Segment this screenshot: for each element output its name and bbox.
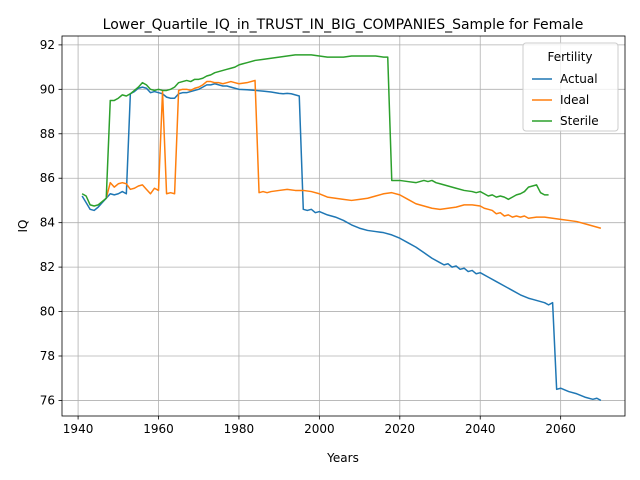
- x-axis-title: Years: [326, 451, 359, 465]
- series-line-actual: [81, 83, 602, 402]
- y-tick-label: 84: [40, 216, 55, 230]
- y-tick-label: 92: [40, 38, 55, 52]
- y-tick-label: 88: [40, 127, 55, 141]
- y-tick-label: 76: [40, 393, 55, 407]
- gridlines: [62, 36, 625, 416]
- x-tick-label: 2060: [545, 422, 576, 436]
- chart-title: Lower_Quartile_IQ_in_TRUST_IN_BIG_COMPAN…: [103, 17, 584, 33]
- legend-label-sterile: Sterile: [560, 114, 599, 128]
- legend-entries: Actual Ideal Sterile: [532, 72, 599, 128]
- y-tick-label: 82: [40, 260, 55, 274]
- legend: Fertility Actual Ideal Sterile: [522, 42, 619, 132]
- legend-title: Fertility: [547, 50, 592, 64]
- legend-label-actual: Actual: [560, 72, 598, 86]
- x-tick-label: 2040: [465, 422, 496, 436]
- x-tick-label: 1980: [224, 422, 255, 436]
- axis-ticks: 1940 1960 1980 2000 2020 2040 2060 76 78 80 82 84 86…: [40, 38, 576, 436]
- y-tick-label: 78: [40, 349, 55, 363]
- y-tick-label: 86: [40, 171, 55, 185]
- legend-box: [522, 42, 619, 132]
- x-tick-label: 1960: [143, 422, 174, 436]
- y-axis-title: IQ: [16, 220, 30, 233]
- series-line-sterile: [81, 54, 549, 207]
- y-tick-label: 90: [40, 82, 55, 96]
- plot-area-frame: [61, 35, 626, 417]
- y-tick-label: 80: [40, 305, 55, 319]
- x-tick-label: 2020: [385, 422, 416, 436]
- x-tick-label: 2000: [304, 422, 335, 436]
- legend-label-ideal: Ideal: [560, 93, 589, 107]
- series-lines: [81, 54, 602, 402]
- x-tick-label: 1940: [63, 422, 94, 436]
- series-line-ideal: [105, 79, 602, 229]
